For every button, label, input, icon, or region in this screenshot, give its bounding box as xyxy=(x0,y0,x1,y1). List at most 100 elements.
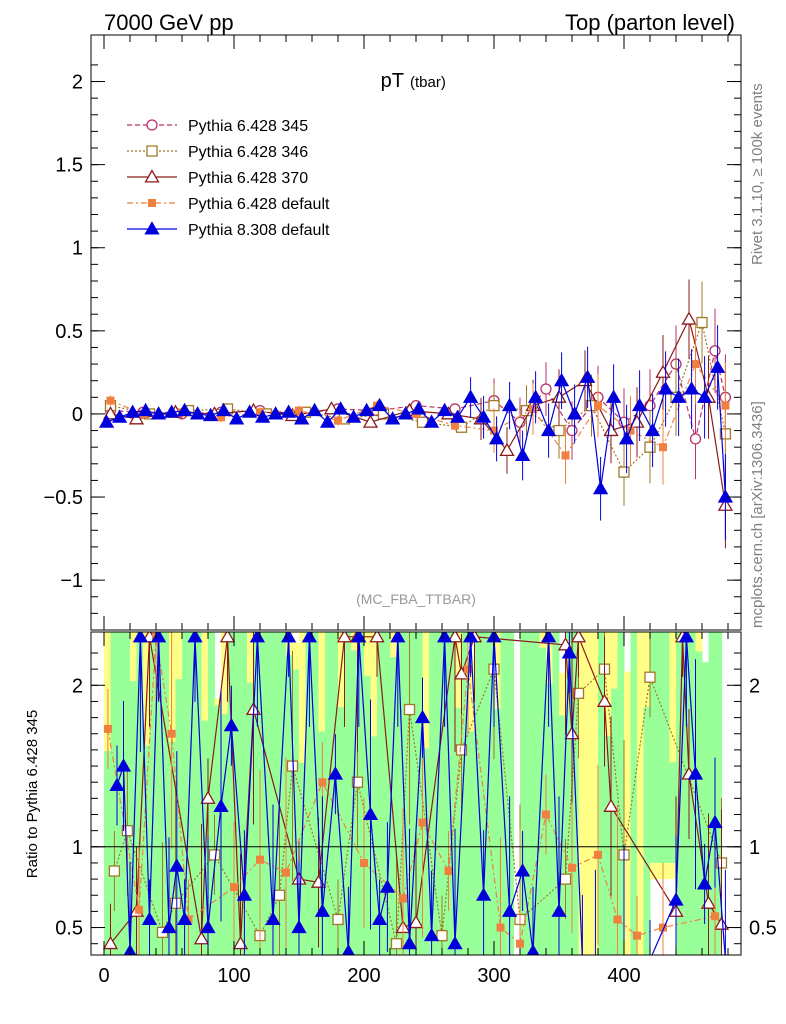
ratio-point xyxy=(514,863,531,877)
ratio-ytick-label-right: 1 xyxy=(749,837,760,859)
ratio-band-inner xyxy=(221,714,228,955)
ratio-point xyxy=(401,935,418,950)
main-point xyxy=(681,311,697,325)
main-ytick-label: 1 xyxy=(72,238,83,260)
ratio-point xyxy=(447,632,463,643)
main-point xyxy=(659,443,667,452)
legend-label: Pythia 8.308 default xyxy=(188,222,330,239)
main-point xyxy=(410,401,427,415)
ratio-point xyxy=(596,693,613,707)
legend-label: Pythia 6.428 345 xyxy=(188,118,308,135)
ratio-point xyxy=(369,632,385,643)
ratio-band-inner xyxy=(669,762,677,863)
ratio-band-outer xyxy=(624,671,631,955)
main-point xyxy=(540,383,552,395)
ratio-point xyxy=(436,929,448,942)
ratio-band-inner xyxy=(182,632,189,955)
ratio-band-inner xyxy=(481,632,488,955)
ratio-band-outer xyxy=(585,632,592,955)
ratio-band-inner xyxy=(468,731,475,955)
ratio-band-inner xyxy=(435,632,443,955)
ratio-band-inner xyxy=(598,632,605,955)
main-point xyxy=(566,406,583,420)
ratio-point xyxy=(360,858,368,867)
ratio-point xyxy=(310,874,327,888)
ratio-band-inner xyxy=(117,632,124,955)
legend-label: Pythia 6.428 default xyxy=(188,196,330,213)
ratio-band-inner xyxy=(604,735,612,955)
main-point xyxy=(670,389,687,403)
main-point xyxy=(553,372,570,387)
ratio-point xyxy=(455,744,468,756)
ratio-point xyxy=(464,665,472,674)
ratio-point xyxy=(219,632,236,643)
main-point xyxy=(319,414,336,428)
ratio-ytick-label: 2 xyxy=(72,675,83,697)
ratio-point xyxy=(540,632,557,643)
main-point xyxy=(592,480,609,495)
ratio-point xyxy=(200,790,216,804)
ratio-band-inner xyxy=(286,655,293,955)
ratio-band-inner xyxy=(312,632,319,955)
main-point xyxy=(490,426,498,435)
ratio-point xyxy=(230,883,238,892)
ratio-point xyxy=(542,810,550,819)
ratio-point xyxy=(371,911,388,925)
main-point xyxy=(594,401,602,410)
ratio-xtick-label: 200 xyxy=(347,965,380,987)
main-point xyxy=(691,360,700,369)
ratio-band-inner xyxy=(357,632,365,955)
ratio-point xyxy=(236,887,253,901)
ratio-band-inner xyxy=(143,745,150,955)
ratio-point xyxy=(223,717,240,732)
ratio-point xyxy=(336,632,353,643)
legend-marker xyxy=(146,119,158,131)
ratio-band-inner xyxy=(247,682,254,955)
ratio-data-layer xyxy=(102,632,730,955)
main-point xyxy=(345,409,362,423)
ratio-band-outer xyxy=(637,632,644,955)
ratio-point xyxy=(141,911,158,925)
ratio-ylabel: Ratio to Pythia 6.428 345 xyxy=(24,710,41,878)
main-point xyxy=(150,406,167,420)
ratio-point xyxy=(132,632,149,643)
ratio-point xyxy=(314,903,331,917)
ratio-band-inner xyxy=(299,762,306,955)
ratio-point xyxy=(570,632,587,643)
ratio-band-outer xyxy=(591,632,599,955)
ratio-series-2 xyxy=(103,632,719,955)
legend-marker xyxy=(144,221,160,235)
ratio-band-inner xyxy=(396,632,404,955)
main-point xyxy=(657,381,674,395)
main-point xyxy=(267,406,284,420)
ratio-point xyxy=(351,776,364,788)
ratio-point xyxy=(332,913,344,926)
main-point xyxy=(202,407,219,422)
main-point xyxy=(228,411,245,425)
ratio-band-inner xyxy=(663,632,670,863)
main-point xyxy=(644,399,656,412)
main-point xyxy=(540,422,557,437)
ratio-series-3 xyxy=(109,632,726,955)
main-point xyxy=(603,422,619,437)
ratio-point xyxy=(423,927,440,942)
ratio-point xyxy=(200,919,216,934)
main-point xyxy=(561,451,570,460)
ratio-band-outer xyxy=(578,632,586,955)
ratio-band-inner xyxy=(630,632,638,955)
ratio-point xyxy=(256,855,264,864)
ratio-band-inner xyxy=(409,632,417,955)
ratio-xtick-label: 100 xyxy=(217,965,250,987)
ratio-point xyxy=(351,632,367,643)
ratio-point xyxy=(399,894,407,903)
main-point xyxy=(334,416,342,425)
main-series-4 xyxy=(98,325,734,541)
ratio-point xyxy=(318,778,327,787)
main-ytick-label: 1.5 xyxy=(55,155,83,177)
ratio-point xyxy=(418,818,427,827)
ratio-point xyxy=(273,889,286,901)
ratio-band-inner xyxy=(708,632,716,955)
ratio-band-inner xyxy=(539,647,547,955)
ratio-point xyxy=(633,931,641,940)
main-point xyxy=(451,421,459,430)
